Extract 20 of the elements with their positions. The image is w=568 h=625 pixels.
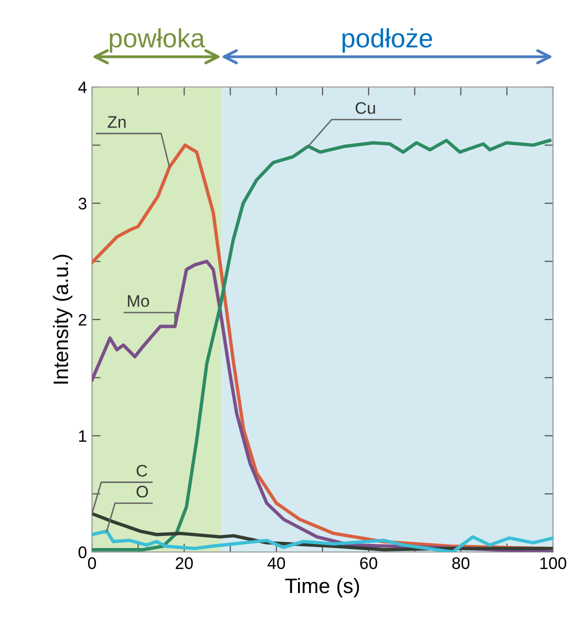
band-label: powłoka — [110, 28, 205, 53]
x-tick-label: 100 — [540, 557, 566, 570]
band-label: podłoże — [342, 28, 432, 53]
y-tick-label: 3 — [78, 198, 86, 210]
x-tick-label: 20 — [176, 557, 193, 570]
x-tick-label: 60 — [360, 557, 378, 570]
x-tick-label: 40 — [268, 557, 286, 570]
series-label: Cu — [356, 102, 375, 114]
y-tick-label: 2 — [78, 314, 86, 326]
text: Zn — [108, 116, 126, 128]
series-label: Mo — [128, 295, 150, 307]
x-tick-label: 80 — [452, 557, 470, 570]
text: O — [136, 486, 148, 498]
text: C — [136, 464, 148, 477]
y-tick-label: 4 — [78, 82, 87, 94]
y-tick-label: 0 — [78, 546, 86, 558]
x-axis-title: Time (s) — [285, 578, 360, 598]
y-tick-label: 1 — [79, 430, 86, 442]
x-tick-label: 0 — [88, 557, 96, 570]
y-axis-title: Intensity (a.u.) — [52, 254, 72, 384]
